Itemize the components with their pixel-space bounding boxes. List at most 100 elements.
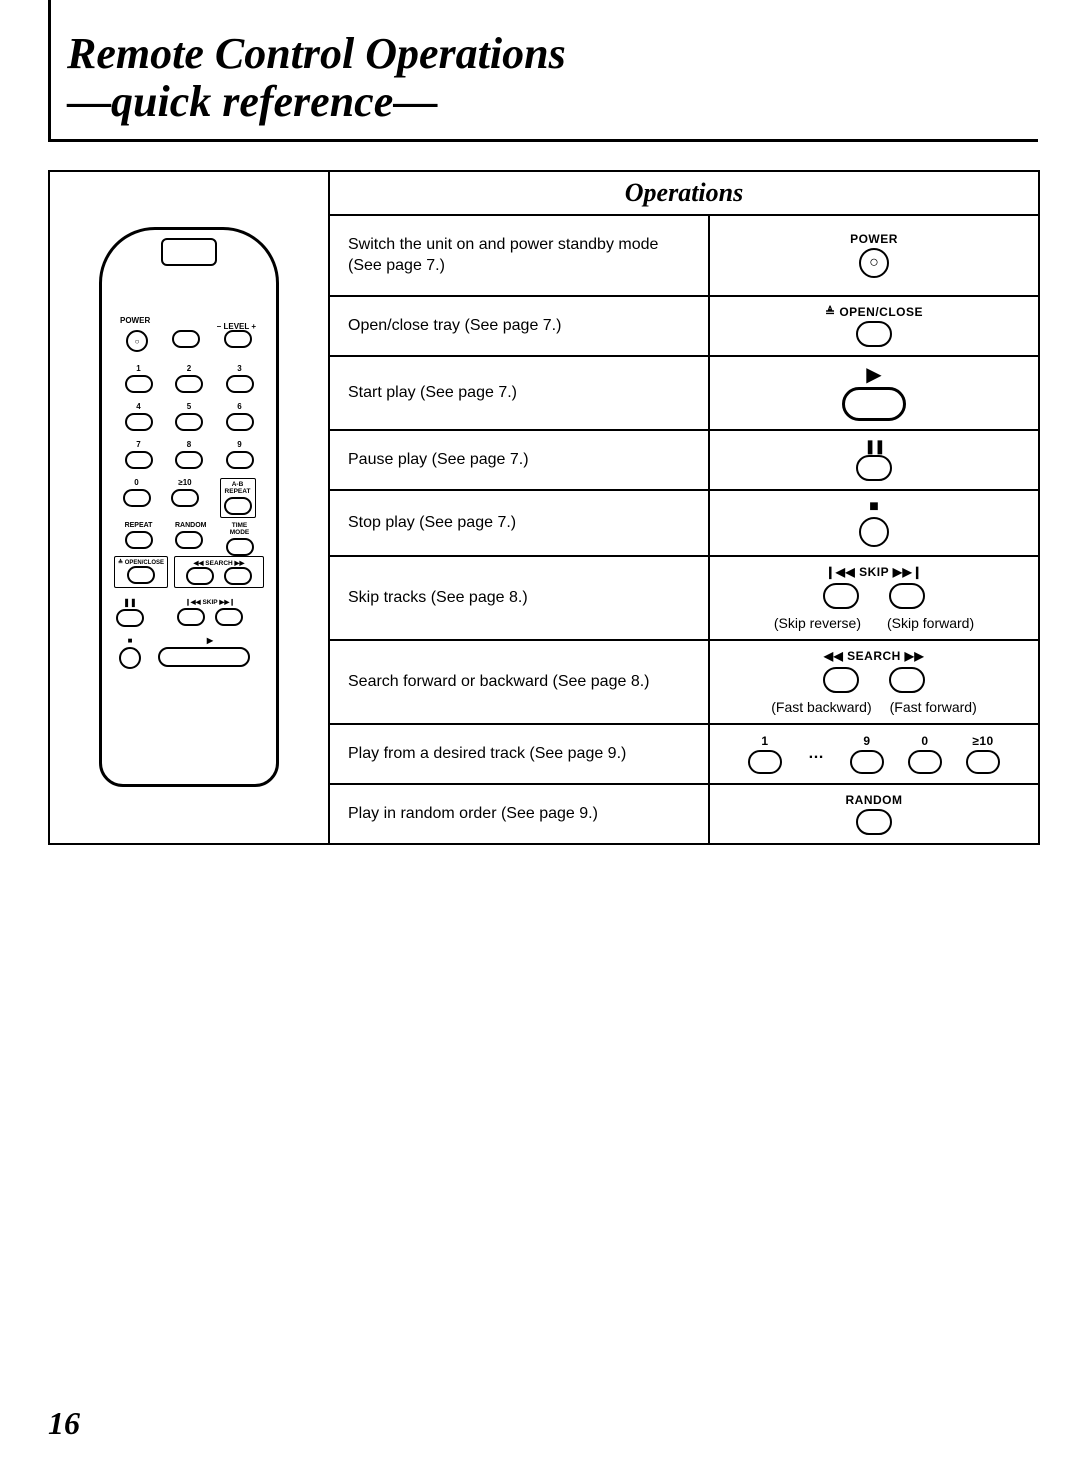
- remote-num-6-label: 6: [226, 402, 254, 411]
- stop-button-icon: [859, 517, 889, 547]
- remote-num-4: [125, 413, 153, 431]
- ir-window: [161, 238, 217, 266]
- remote-ab-repeat-label: A-B REPEAT: [224, 481, 252, 495]
- remote-skip-back: [177, 608, 205, 626]
- search-fwd-sub: (Fast forward): [890, 699, 977, 715]
- remote-openclose-label: ≜ OPEN/CLOSE: [118, 559, 164, 566]
- remote-body: POWER – LEVEL + ○ 1 2 3: [99, 227, 279, 787]
- remote-repeat: [125, 531, 153, 549]
- remote-pause: [116, 609, 144, 627]
- title-line-2: quick reference: [67, 78, 1038, 126]
- skip-forward-sub: (Skip forward): [887, 615, 974, 631]
- op-desc: Search forward or backward (See page 8.): [329, 640, 709, 724]
- remote-repeat-label: REPEAT: [125, 522, 153, 529]
- remote-openclose: [127, 566, 155, 584]
- op-desc: Pause play (See page 7.): [329, 430, 709, 490]
- track-ellipsis: …: [806, 745, 826, 763]
- op-desc: Play from a desired track (See page 9.): [329, 724, 709, 784]
- remote-timemode-label: TIME MODE: [226, 522, 254, 536]
- search-header: ◀◀ SEARCH ▶▶: [824, 649, 924, 663]
- op-buttons: ≜ OPEN/CLOSE: [709, 296, 1039, 356]
- remote-num-5-label: 5: [175, 402, 203, 411]
- remote-skip-fwd: [215, 608, 243, 626]
- remote-skip-label: ❙◀◀ SKIP ▶▶❙: [185, 598, 235, 606]
- track-gte10-icon: [966, 750, 1000, 774]
- remote-num-0-label: 0: [123, 478, 151, 487]
- pause-symbol: ❚❚: [864, 439, 883, 453]
- remote-num-0: [123, 489, 151, 507]
- op-desc: Start play (See page 7.): [329, 356, 709, 430]
- skip-reverse-icon: [823, 583, 859, 609]
- title-block: Remote Control Operations quick referenc…: [48, 0, 1038, 142]
- op-buttons: ❙◀◀ SKIP ▶▶❙ (Skip reverse) (Skip forwar…: [709, 556, 1039, 640]
- skip-reverse-sub: (Skip reverse): [774, 615, 861, 631]
- search-back-icon: [823, 667, 859, 693]
- track-1-icon: [748, 750, 782, 774]
- remote-num-3-label: 3: [226, 364, 254, 373]
- skip-header: ❙◀◀ SKIP ▶▶❙: [825, 565, 922, 579]
- remote-pause-label: ❚❚: [116, 598, 144, 607]
- remote-num-9-label: 9: [226, 440, 254, 449]
- play-symbol: ▶: [866, 365, 881, 385]
- skip-forward-icon: [889, 583, 925, 609]
- remote-num-2: [175, 375, 203, 393]
- remote-level-plus: [224, 330, 252, 348]
- remote-num-7-label: 7: [125, 440, 153, 449]
- remote-num-8-label: 8: [175, 440, 203, 449]
- remote-search-back: [186, 567, 214, 585]
- op-buttons: RANDOM: [709, 784, 1039, 844]
- power-button-label: POWER: [850, 232, 898, 246]
- remote-num-1: [125, 375, 153, 393]
- remote-stop: [119, 647, 141, 669]
- track-1-label: 1: [761, 734, 768, 748]
- remote-stop-label: ■: [116, 636, 144, 645]
- remote-num-7: [125, 451, 153, 469]
- op-desc: Play in random order (See page 9.): [329, 784, 709, 844]
- remote-num-6: [226, 413, 254, 431]
- remote-num-9: [226, 451, 254, 469]
- remote-level-minus: [172, 330, 200, 348]
- title-line-1: Remote Control Operations: [67, 30, 1038, 78]
- stop-symbol: ■: [869, 499, 879, 515]
- remote-power-button: ○: [126, 330, 148, 352]
- remote-num-gte10-label: ≥10: [171, 478, 199, 487]
- pause-button-icon: [856, 455, 892, 481]
- op-desc: Switch the unit on and power standby mod…: [329, 215, 709, 296]
- remote-power-label: POWER: [120, 316, 150, 325]
- remote-num-1-label: 1: [125, 364, 153, 373]
- search-back-sub: (Fast backward): [771, 699, 871, 715]
- op-buttons: ❚❚: [709, 430, 1039, 490]
- power-button-icon: ○: [859, 248, 889, 278]
- op-buttons: ◀◀ SEARCH ▶▶ (Fast backward) (Fast forwa…: [709, 640, 1039, 724]
- op-buttons: ▶: [709, 356, 1039, 430]
- remote-num-gte10: [171, 489, 199, 507]
- op-buttons: 1 … 9 0 ≥10: [709, 724, 1039, 784]
- track-0-label: 0: [921, 734, 928, 748]
- operations-table: POWER – LEVEL + ○ 1 2 3: [48, 170, 1040, 845]
- search-fwd-icon: [889, 667, 925, 693]
- remote-num-4-label: 4: [125, 402, 153, 411]
- remote-search-label: ◀◀ SEARCH ▶▶: [193, 559, 244, 567]
- remote-random: [175, 531, 203, 549]
- remote-random-label: RANDOM: [175, 522, 203, 529]
- page-number: 16: [48, 1405, 80, 1442]
- op-desc: Open/close tray (See page 7.): [329, 296, 709, 356]
- remote-num-5: [175, 413, 203, 431]
- op-buttons: ■: [709, 490, 1039, 556]
- remote-num-3: [226, 375, 254, 393]
- op-desc: Skip tracks (See page 8.): [329, 556, 709, 640]
- openclose-button-label: ≜ OPEN/CLOSE: [825, 305, 923, 319]
- track-9-icon: [850, 750, 884, 774]
- remote-num-2-label: 2: [175, 364, 203, 373]
- remote-ab-repeat: [224, 497, 252, 515]
- random-button-label: RANDOM: [846, 793, 903, 807]
- remote-search-fwd: [224, 567, 252, 585]
- op-buttons: POWER ○: [709, 215, 1039, 296]
- op-desc: Stop play (See page 7.): [329, 490, 709, 556]
- track-0-icon: [908, 750, 942, 774]
- random-button-icon: [856, 809, 892, 835]
- play-button-icon: [842, 387, 906, 421]
- remote-play-label: ▶: [158, 636, 262, 645]
- remote-illustration-cell: POWER – LEVEL + ○ 1 2 3: [49, 171, 329, 844]
- remote-num-8: [175, 451, 203, 469]
